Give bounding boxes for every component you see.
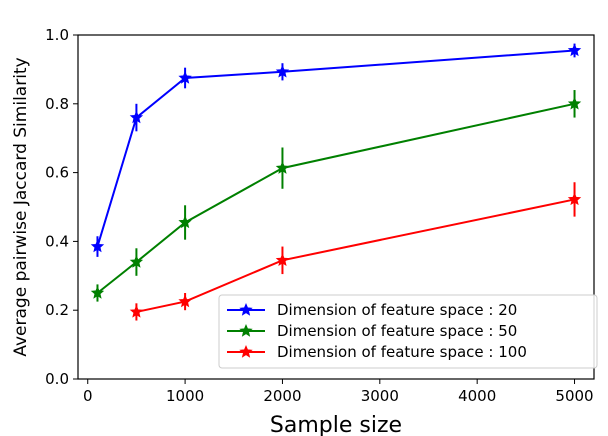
legend-entry: Dimension of feature space : 100 (227, 343, 527, 361)
data-point (178, 294, 192, 308)
series-0 (90, 43, 582, 257)
data-point (129, 110, 144, 124)
data-point (275, 253, 290, 267)
series-2 (129, 182, 582, 321)
legend-entry: Dimension of feature space : 50 (227, 322, 517, 340)
x-axis: 0 1000 2000 3000 4000 5000 (83, 379, 594, 405)
y-tick-label: 0.4 (45, 232, 69, 250)
legend-entry: Dimension of feature space : 20 (227, 301, 517, 319)
y-axis: 0.0 0.2 0.4 0.6 0.8 1.0 (45, 26, 78, 388)
legend-marker (239, 302, 253, 316)
data-point (90, 239, 105, 253)
y-tick-label: 1.0 (45, 26, 69, 44)
legend: Dimension of feature space : 20 Dimension… (218, 294, 598, 369)
legend-box (218, 294, 598, 369)
data-point (567, 192, 582, 206)
x-tick-label: 2000 (263, 387, 301, 405)
x-tick-label: 3000 (361, 387, 399, 405)
y-tick-label: 0.2 (45, 301, 69, 319)
x-tick-label: 0 (83, 387, 93, 405)
data-point (129, 254, 144, 268)
data-point (275, 64, 290, 78)
data-point (129, 304, 144, 318)
data-point (90, 285, 105, 299)
data-point (178, 215, 192, 229)
legend-label: Dimension of feature space : 50 (277, 322, 517, 340)
data-point (567, 96, 582, 110)
y-tick-label: 0.6 (45, 164, 69, 182)
y-axis-title: Average pairwise Jaccard Similarity (11, 57, 31, 356)
legend-marker (239, 344, 253, 358)
legend-label: Dimension of feature space : 100 (277, 343, 527, 361)
x-tick-label: 5000 (555, 387, 593, 405)
series-layer (90, 43, 582, 321)
y-tick-label: 0.0 (45, 370, 69, 388)
data-point (178, 70, 192, 84)
series-1 (90, 90, 582, 302)
data-point (275, 161, 290, 174)
legend-marker (239, 323, 253, 337)
y-tick-label: 0.8 (45, 95, 69, 113)
data-point (567, 43, 582, 57)
x-tick-label: 1000 (166, 387, 204, 405)
x-tick-label: 4000 (458, 387, 496, 405)
legend-label: Dimension of feature space : 20 (277, 301, 517, 319)
x-axis-title: Sample size (270, 413, 402, 436)
series-line (136, 198, 575, 313)
